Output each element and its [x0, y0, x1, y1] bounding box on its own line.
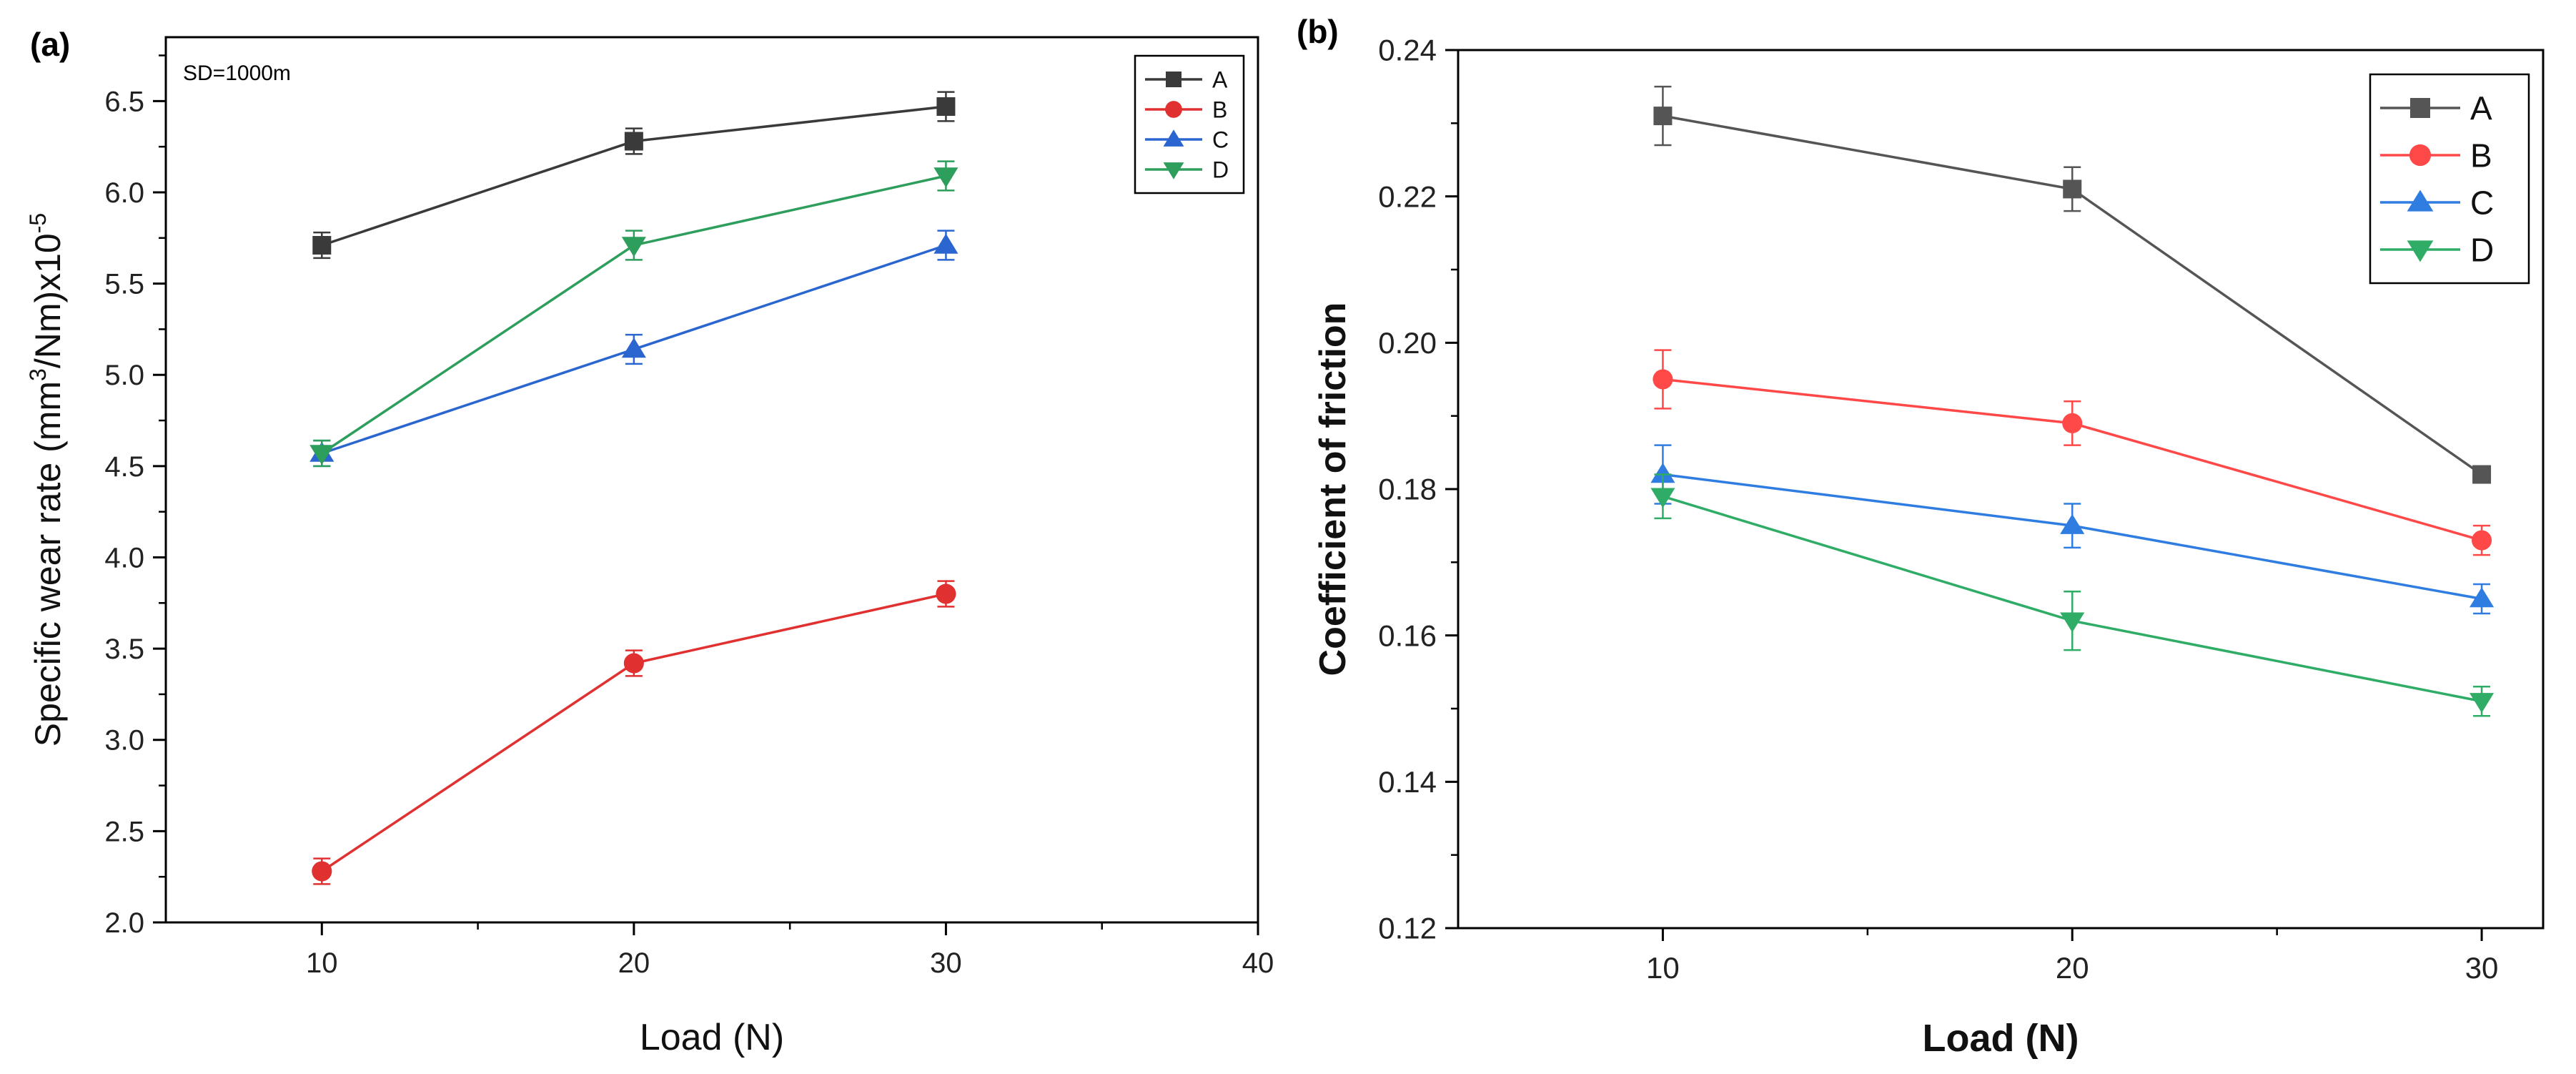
- legend-label-D: D: [2470, 232, 2494, 269]
- y-tick-label: 6.0: [104, 177, 144, 209]
- data-point-D: [2060, 612, 2085, 633]
- y-tick-label: 4.0: [104, 542, 144, 573]
- series-line-B: [321, 592, 946, 872]
- data-point-B: [623, 653, 644, 674]
- y-tick-label: 3.5: [104, 634, 144, 665]
- y-tick-label: 3.0: [104, 725, 144, 757]
- y-tick-label: 2.0: [104, 907, 144, 939]
- legend-label-A: A: [1212, 67, 1228, 93]
- chart-b: (b) 10 20 30 0.12 0.14 0.16 0.18 0.20 0.22 0.24 A…: [1297, 13, 2545, 1060]
- y-tick-label: 5.5: [104, 269, 144, 300]
- panel-label-b: (b): [1297, 13, 1339, 50]
- series-line-A: [321, 105, 946, 247]
- data-point-A: [2063, 179, 2082, 199]
- y-axis-label-a: Specific wear rate (mm3/Nm)x10-5: [25, 213, 68, 747]
- legend-marker-D: [2407, 240, 2434, 262]
- data-point-A: [312, 235, 332, 255]
- series-B: [312, 580, 956, 885]
- y-tick-label: 4.5: [104, 451, 144, 483]
- series-A: [1653, 85, 2492, 484]
- data-point-B: [936, 583, 956, 604]
- y-tick-label: 6.5: [104, 86, 144, 117]
- y-tick-label: 0.22: [1378, 179, 1437, 213]
- y-axis-label-b: Coefficient of friction: [1312, 302, 1354, 676]
- legend-label-B: B: [1212, 97, 1227, 123]
- legend-marker-A: [1166, 72, 1182, 87]
- y-tick-label: 0.14: [1378, 765, 1437, 799]
- panel-label-a: (a): [30, 26, 70, 63]
- legend-marker-C: [1163, 129, 1184, 147]
- x-tick-label: 30: [930, 947, 962, 979]
- y-tick-label: 0.24: [1378, 34, 1437, 67]
- x-tick-label: 40: [1242, 947, 1274, 979]
- x-tick-label: 30: [2465, 951, 2499, 985]
- legend-label-C: C: [2470, 184, 2494, 222]
- data-point-C: [1650, 463, 1675, 483]
- series-A: [312, 91, 956, 260]
- legend-marker-B: [2409, 144, 2432, 167]
- data-point-C: [2470, 587, 2495, 608]
- data-point-A: [2472, 465, 2492, 484]
- annotation-a: SD=1000m: [183, 61, 291, 85]
- legend-marker-B: [1165, 101, 1182, 118]
- data-point-B: [1653, 369, 1673, 390]
- series-line-D: [321, 174, 946, 455]
- x-tick-label: 20: [618, 947, 650, 979]
- plot-frame-a: [164, 36, 1259, 924]
- data-point-D: [621, 237, 646, 257]
- x-tick-label: 10: [1646, 951, 1680, 985]
- y-tick-label: 0.20: [1378, 326, 1437, 360]
- data-point-B: [2472, 530, 2492, 551]
- x-axis-label-b: Load (N): [1923, 1017, 2079, 1060]
- data-point-C: [933, 233, 958, 254]
- data-point-D: [1650, 488, 1675, 508]
- data-point-B: [312, 861, 332, 882]
- x-tick-label: 20: [2056, 951, 2089, 985]
- x-tick-label: 10: [306, 947, 338, 979]
- chart-a: (a) SD=1000m 10 20 30 40 2.0 2.5 3.0 3.5 4.0 4.5 5…: [25, 26, 1274, 1058]
- data-point-D: [933, 167, 958, 188]
- series-C: [1650, 444, 2495, 615]
- legend-label-A: A: [2470, 90, 2492, 127]
- data-point-A: [936, 97, 956, 116]
- series-D: [309, 160, 958, 468]
- legend-label-B: B: [2470, 137, 2492, 174]
- y-tick-label: 0.18: [1378, 473, 1437, 506]
- series-D: [1650, 473, 2495, 717]
- legend-marker-A: [2410, 98, 2430, 118]
- data-point-D: [309, 445, 335, 465]
- data-point-A: [1653, 107, 1673, 126]
- legend-label-C: C: [1212, 127, 1229, 153]
- y-tick-label: 2.5: [104, 816, 144, 847]
- series-C: [309, 230, 958, 468]
- data-point-A: [624, 132, 643, 151]
- y-tick-label: 0.12: [1378, 912, 1437, 945]
- legend-marker-C: [2407, 189, 2434, 212]
- y-tick-label: 0.16: [1378, 619, 1437, 652]
- data-point-C: [2060, 513, 2085, 534]
- series-B: [1653, 349, 2492, 556]
- legend-label-D: D: [1212, 157, 1229, 183]
- data-point-D: [2470, 693, 2495, 714]
- legend-marker-D: [1163, 162, 1184, 179]
- data-point-C: [621, 338, 646, 358]
- y-tick-label: 5.0: [104, 360, 144, 391]
- x-axis-label-a: Load (N): [640, 1017, 784, 1058]
- data-point-B: [2062, 413, 2083, 433]
